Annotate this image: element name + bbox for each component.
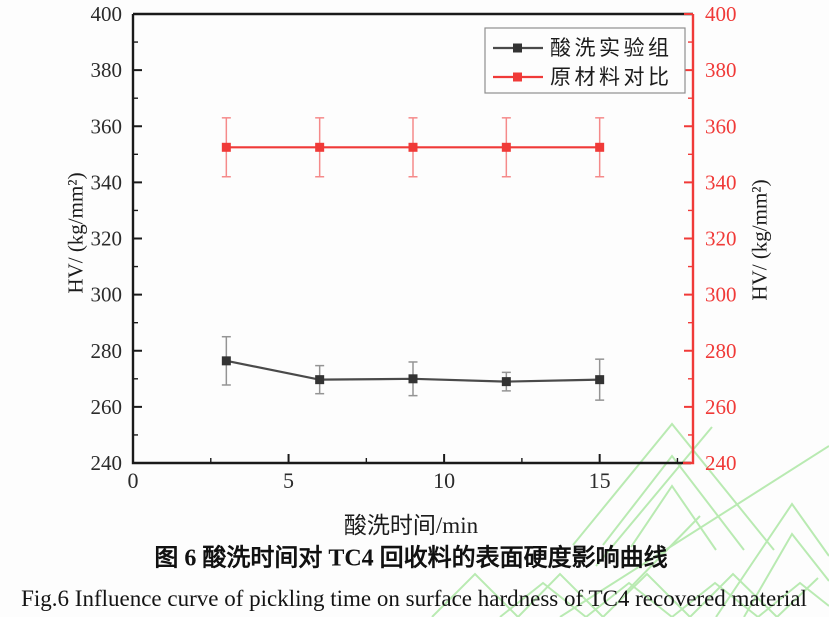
- watermark-line: [743, 532, 829, 617]
- watermark-lines: [431, 422, 829, 617]
- watermark-line: [715, 502, 829, 617]
- legend-box: [484, 27, 686, 94]
- y-tick-label-left: 400: [91, 2, 123, 26]
- data-point-marker: [595, 375, 605, 385]
- watermark-line: [630, 484, 717, 551]
- x-tick-label: 0: [128, 468, 139, 493]
- x-tick-label: 15: [589, 468, 611, 493]
- legend-label: 原材料对比: [550, 65, 673, 89]
- y-tick-label-right: 300: [705, 283, 737, 307]
- y-tick-label-left: 240: [91, 451, 123, 475]
- y-tick-label-right: 380: [705, 58, 737, 82]
- x-tick-label: 10: [433, 468, 455, 493]
- watermark-line: [499, 581, 829, 617]
- y-tick-label-right: 400: [705, 2, 737, 26]
- data-point-marker: [221, 142, 231, 152]
- legend-marker: [513, 43, 522, 53]
- y-tick-label-left: 300: [91, 283, 123, 307]
- y-tick-label-right: 360: [705, 114, 737, 138]
- y-axis-label-right: HV/ (kg/mm²): [747, 179, 772, 301]
- y-tick-label-left: 380: [91, 58, 123, 82]
- y-tick-label-right: 320: [705, 227, 737, 251]
- legend-marker: [513, 72, 522, 82]
- legend-label: 酸洗实验组: [550, 36, 673, 60]
- y-tick-label-right: 280: [705, 339, 737, 363]
- y-tick-label-left: 340: [91, 170, 123, 194]
- data-point-marker: [595, 142, 605, 152]
- data-point-marker: [501, 377, 511, 387]
- figure-caption-chinese: 图 6 酸洗时间对 TC4 回收料的表面硬度影响曲线: [154, 545, 668, 572]
- y-tick-label-left: 280: [91, 339, 123, 363]
- watermark-line: [602, 454, 745, 551]
- x-axis-label: 酸洗时间/min: [343, 513, 479, 538]
- y-axis-label-left: HV/ (kg/mm²): [63, 172, 88, 294]
- data-point-marker: [408, 142, 418, 152]
- y-tick-label-left: 320: [91, 227, 123, 251]
- watermark-line: [431, 572, 819, 617]
- y-tick-label-left: 260: [91, 395, 123, 419]
- data-point-marker: [315, 142, 325, 152]
- x-tick-label: 5: [283, 468, 294, 493]
- data-point-marker: [408, 374, 418, 384]
- figure-caption-english: Fig.6 Influence curve of pickling time o…: [21, 586, 807, 611]
- watermark-line: [572, 422, 775, 551]
- y-tick-label-right: 260: [705, 395, 737, 419]
- y-tick-label-right: 340: [705, 170, 737, 194]
- y-tick-label-left: 360: [91, 114, 123, 138]
- watermark-line: [559, 445, 829, 617]
- y-tick-label-right: 240: [705, 451, 737, 475]
- data-point-marker: [315, 375, 325, 385]
- series-1: [221, 117, 605, 178]
- data-point-marker: [501, 142, 511, 152]
- watermark-line: [623, 515, 701, 595]
- series-0: [221, 335, 605, 401]
- data-point-marker: [221, 356, 231, 366]
